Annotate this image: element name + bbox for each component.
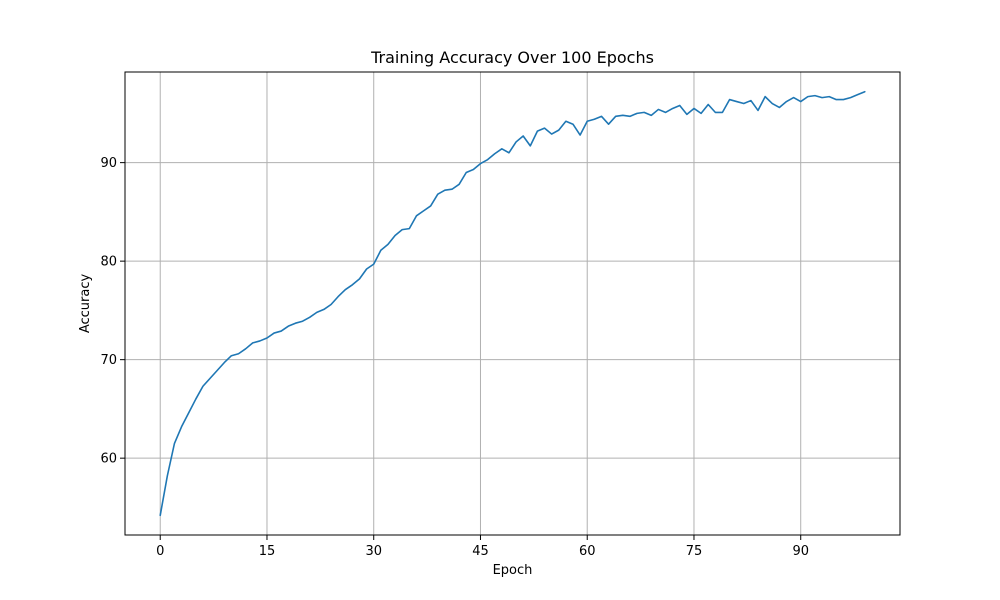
x-tick-label: 45 bbox=[472, 544, 489, 559]
accuracy-series-line bbox=[159, 90, 866, 517]
plot-background bbox=[125, 72, 900, 535]
grid-lines bbox=[125, 72, 900, 535]
x-tick-label: 75 bbox=[686, 544, 703, 559]
x-axis-label: Epoch bbox=[493, 563, 533, 578]
x-tick-label: 15 bbox=[259, 544, 276, 559]
x-tick-label: 30 bbox=[365, 544, 382, 559]
y-tick-label: 90 bbox=[100, 156, 117, 171]
plot-frame bbox=[124, 71, 901, 536]
y-axis-label: Accuracy bbox=[78, 274, 93, 334]
series-lines bbox=[159, 90, 866, 517]
y-tick-label: 60 bbox=[100, 452, 117, 467]
y-tick-label: 70 bbox=[100, 353, 117, 368]
chart-title: Training Accuracy Over 100 Epochs bbox=[370, 48, 654, 67]
x-tick-label: 0 bbox=[156, 544, 164, 559]
y-tick-label: 80 bbox=[100, 255, 117, 270]
x-tick-label: 90 bbox=[792, 544, 809, 559]
axis-ticks: 0 15 30 45 60 75 90 60 70 80 90 bbox=[100, 156, 809, 559]
x-tick-label: 60 bbox=[579, 544, 596, 559]
